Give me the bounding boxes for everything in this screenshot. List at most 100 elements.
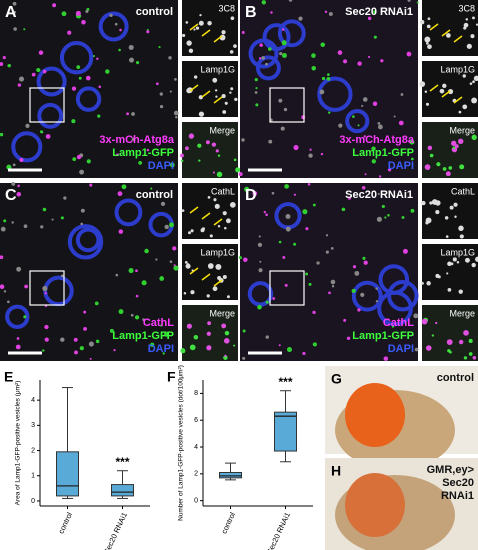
puncta — [134, 315, 140, 320]
inset-puncta — [427, 44, 432, 50]
puncta — [371, 159, 376, 164]
inset-puncta — [185, 21, 189, 24]
inset-puncta — [234, 97, 238, 102]
puncta — [155, 258, 158, 261]
inset-puncta — [212, 77, 218, 83]
puncta — [361, 185, 366, 190]
puncta — [373, 10, 377, 14]
puncta — [168, 56, 172, 60]
inset-puncta — [468, 338, 473, 343]
inset-puncta — [224, 330, 230, 336]
puncta — [252, 191, 258, 196]
puncta — [265, 62, 268, 66]
significance: *** — [278, 375, 292, 389]
inset-puncta — [230, 87, 234, 91]
panel-letter: C — [5, 187, 17, 204]
inset-puncta — [454, 215, 457, 219]
inset-puncta — [421, 200, 426, 206]
puncta — [109, 13, 113, 18]
inset-puncta — [198, 111, 205, 117]
arrow — [189, 267, 199, 275]
nucleus — [36, 66, 67, 97]
inset-puncta — [446, 33, 451, 38]
puncta — [31, 72, 36, 77]
inset-puncta — [469, 82, 473, 85]
panel-letter: E — [4, 369, 13, 385]
puncta — [3, 290, 7, 293]
puncta — [116, 153, 119, 157]
inset-puncta — [185, 263, 191, 269]
puncta — [0, 226, 6, 232]
fly-eye — [345, 473, 405, 537]
inset-puncta — [462, 104, 468, 110]
puncta — [263, 210, 266, 214]
inset-puncta — [436, 162, 441, 167]
puncta — [393, 115, 396, 118]
puncta — [160, 324, 163, 327]
inset-puncta — [442, 167, 447, 171]
puncta — [327, 111, 331, 114]
nucleus — [345, 109, 370, 134]
puncta — [286, 347, 293, 353]
puncta — [362, 256, 366, 260]
inset-puncta — [206, 345, 212, 351]
inset-puncta — [223, 338, 230, 344]
inset-puncta — [447, 287, 452, 292]
inset-puncta — [442, 83, 447, 89]
puncta — [136, 61, 140, 65]
inset-puncta — [205, 140, 210, 145]
inset-puncta — [452, 146, 456, 149]
puncta — [279, 52, 283, 56]
puncta — [376, 216, 382, 222]
nucleus — [37, 102, 64, 129]
puncta — [96, 57, 99, 61]
puncta — [254, 91, 258, 94]
puncta — [130, 313, 134, 317]
puncta — [19, 157, 24, 163]
inset-puncta — [186, 323, 192, 329]
puncta — [346, 336, 351, 340]
puncta — [25, 123, 30, 128]
puncta — [406, 51, 412, 57]
inset-puncta — [229, 91, 232, 94]
inset-puncta — [182, 33, 186, 38]
inset — [182, 122, 238, 178]
inset-puncta — [215, 149, 219, 153]
puncta — [79, 346, 84, 351]
puncta — [42, 349, 45, 352]
inset-puncta — [437, 275, 441, 279]
arrow — [213, 218, 223, 226]
puncta — [11, 181, 16, 186]
inset-puncta — [421, 318, 428, 325]
puncta — [117, 191, 123, 197]
puncta — [398, 120, 404, 126]
puncta — [268, 139, 273, 144]
puncta — [328, 11, 333, 16]
inset-puncta — [473, 75, 478, 81]
puncta — [135, 269, 138, 273]
puncta — [285, 226, 291, 232]
inset-puncta — [446, 272, 449, 275]
puncta — [321, 76, 326, 81]
puncta — [6, 164, 12, 170]
puncta — [352, 115, 355, 118]
inset-puncta — [186, 40, 192, 46]
puncta — [95, 339, 100, 344]
inset-puncta — [472, 356, 477, 360]
puncta — [142, 318, 145, 321]
puncta — [411, 334, 414, 337]
puncta — [115, 273, 119, 277]
inset-puncta — [207, 20, 212, 26]
panel-title: control — [136, 189, 173, 201]
puncta — [324, 10, 328, 14]
puncta — [337, 50, 343, 55]
puncta — [362, 97, 368, 102]
inset-puncta — [197, 143, 202, 148]
puncta — [383, 356, 389, 361]
inset-puncta — [185, 146, 189, 151]
inset-puncta — [462, 74, 466, 78]
inset-puncta — [206, 294, 210, 298]
inset-label: Lamp1G — [440, 64, 475, 74]
puncta — [118, 229, 124, 234]
inset-puncta — [221, 94, 226, 99]
